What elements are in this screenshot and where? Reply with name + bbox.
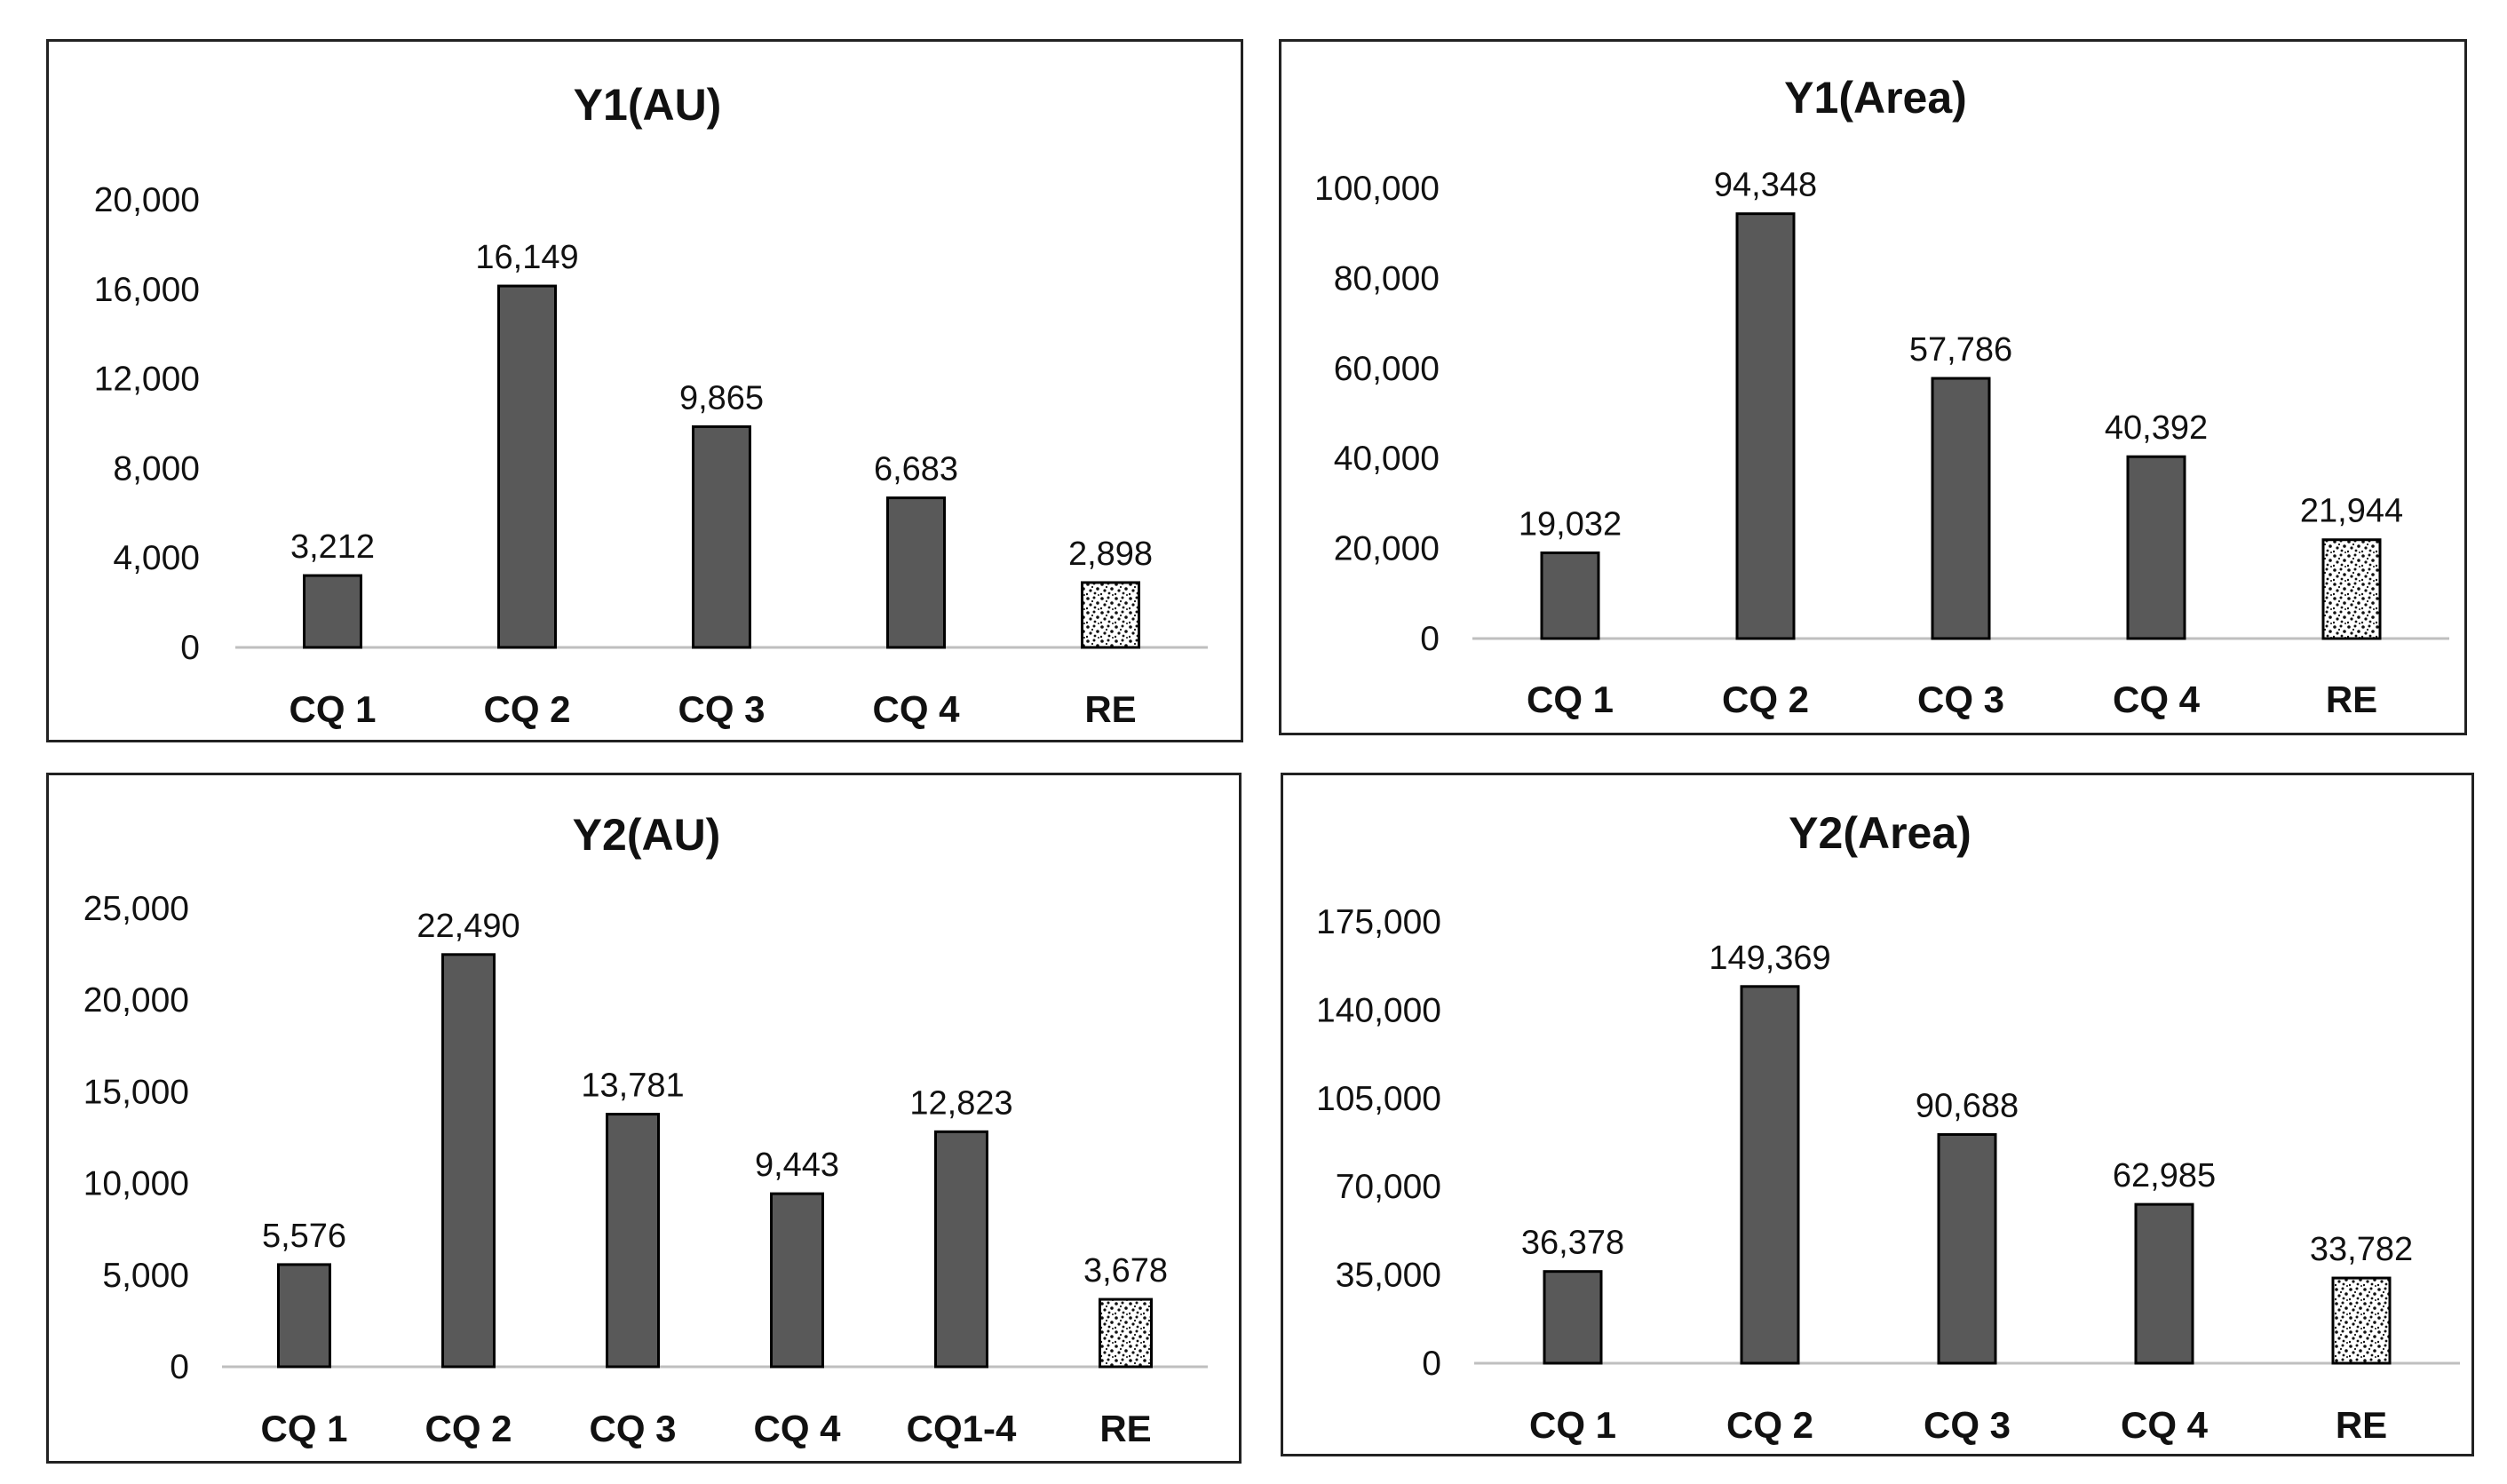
data-label: 90,688 [1916,1087,2019,1124]
y-tick-label: 25,000 [83,890,189,928]
data-label: 13,781 [581,1067,684,1105]
data-label: 40,392 [2105,409,2208,447]
data-label: 22,490 [417,908,520,945]
data-label: 33,782 [2310,1231,2413,1268]
data-label: 16,149 [475,239,578,276]
bar-cq-1 [1540,552,1600,640]
y-tick-label: 40,000 [1334,440,1440,478]
y-tick-label: 20,000 [83,981,189,1020]
data-label: 2,898 [1068,536,1153,573]
bar-chart-svg: Y2(Area) 0 35,000 70,000 105,000 140,000 175,0… [1316,808,2460,1446]
data-label: 6,683 [874,451,958,488]
y-tick-label: 105,000 [1316,1080,1441,1118]
y-tick-label: 0 [1422,1345,1441,1383]
bar-cq-4 [2126,455,2186,640]
bar-cq-2 [1735,212,1796,640]
x-tick-label: CQ 2 [483,688,570,730]
y-tick-label: 12,000 [94,361,200,399]
x-tick-label: CQ 4 [2121,1404,2209,1446]
x-tick-label: CQ 1 [289,688,376,730]
x-tick-label: CQ 2 [424,1408,512,1449]
y-tick-label: 0 [1420,620,1440,658]
x-tick-label: CQ 1 [1527,679,1614,720]
data-label: 19,032 [1519,506,1622,544]
bar-cq-2 [497,284,557,649]
x-tick-label: CQ 2 [1722,679,1809,720]
y-tick-label: 35,000 [1336,1257,1441,1295]
x-tick-label: CQ 1 [260,1408,347,1449]
x-tick-label: RE [1099,1408,1151,1449]
bar-cq-3 [1931,377,1991,640]
x-tick-label: CQ1-4 [907,1408,1017,1449]
chart-title: Y2(AU) [573,810,721,860]
x-tick-label: CQ 3 [1924,1404,2011,1446]
chart-title: Y2(Area) [1789,808,1971,858]
data-label: 5,576 [262,1218,346,1255]
y-tick-label: 140,000 [1316,991,1441,1029]
y-tick-label: 8,000 [113,449,200,488]
data-label: 149,369 [1709,940,1830,977]
x-tick-label: CQ 4 [753,1408,841,1449]
bar-re [1081,581,1140,649]
bar-cq1-4 [934,1130,988,1369]
y-tick-label: 80,000 [1334,259,1440,298]
bar-cq-3 [692,425,751,649]
bar-cq-4 [886,496,946,649]
chart-title: Y1(AU) [574,80,722,130]
bar-cq-2 [1740,985,1800,1365]
x-tick-label: RE [2326,679,2377,720]
bar-cq-1 [303,574,362,649]
data-label: 3,678 [1083,1252,1168,1290]
y-tick-label: 0 [170,1348,189,1386]
chart-panel-y1-au: Y1(AU) 0 4,000 8,000 12,000 16,000 20,000 3,212… [46,39,1243,742]
data-label: 94,348 [1714,167,1817,204]
bar-re [2331,1276,2392,1365]
chart-panel-y1-area: Y1(Area) 0 20,000 40,000 60,000 80,000 100,000… [1279,39,2467,735]
bar-cq-4 [770,1192,824,1369]
data-label: 36,378 [1521,1225,1624,1262]
data-label: 62,985 [2113,1157,2216,1194]
y-tick-label: 70,000 [1336,1168,1441,1206]
data-label: 9,443 [755,1147,839,1184]
bar-chart-svg: Y1(Area) 0 20,000 40,000 60,000 80,000 100,000… [1314,73,2449,720]
bar-re [2321,538,2382,640]
bar-chart-svg: Y2(AU) 0 5,000 10,000 15,000 20,000 25,000 5,57… [83,810,1208,1449]
x-tick-label: CQ 1 [1529,1404,1616,1446]
data-label: 21,944 [2300,493,2403,530]
data-label: 57,786 [1909,331,2012,369]
bar-cq-1 [1543,1270,1603,1365]
y-tick-label: 20,000 [94,181,200,219]
chart-title: Y1(Area) [1784,73,1967,123]
y-tick-label: 15,000 [83,1073,189,1111]
y-tick-label: 20,000 [1334,530,1440,568]
data-label: 9,865 [679,379,764,417]
x-tick-label: RE [1084,688,1136,730]
bar-chart-svg: Y1(AU) 0 4,000 8,000 12,000 16,000 20,000 3,212… [94,80,1208,730]
data-label: 12,823 [909,1084,1012,1122]
bar-cq-3 [1937,1132,1997,1365]
bar-cq-4 [2134,1202,2194,1365]
x-tick-label: CQ 4 [872,688,960,730]
y-tick-label: 60,000 [1334,350,1440,388]
x-tick-label: CQ 2 [1726,1404,1813,1446]
x-tick-label: CQ 3 [589,1408,676,1449]
x-tick-label: CQ 3 [678,688,765,730]
bar-cq-3 [606,1113,660,1369]
y-tick-label: 5,000 [102,1257,189,1295]
bar-re [1099,1298,1153,1369]
y-tick-label: 10,000 [83,1165,189,1203]
y-tick-label: 0 [180,629,200,667]
y-tick-label: 4,000 [113,539,200,577]
x-tick-label: RE [2336,1404,2387,1446]
data-label: 3,212 [290,528,375,566]
x-tick-label: CQ 3 [1917,679,2004,720]
chart-panel-y2-au: Y2(AU) 0 5,000 10,000 15,000 20,000 25,000 5,57… [46,773,1242,1464]
bar-cq-1 [277,1263,331,1369]
y-tick-label: 16,000 [94,271,200,309]
chart-panel-y2-area: Y2(Area) 0 35,000 70,000 105,000 140,000 175,0… [1281,773,2474,1456]
bar-cq-2 [441,953,496,1369]
x-tick-label: CQ 4 [2113,679,2201,720]
y-tick-label: 175,000 [1316,903,1441,941]
y-tick-label: 100,000 [1314,170,1440,208]
